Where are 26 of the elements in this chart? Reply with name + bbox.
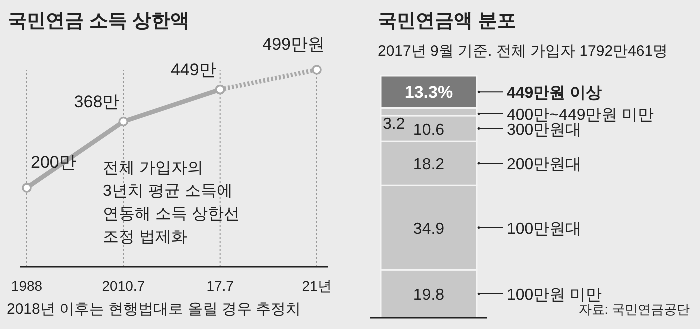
chart-title: 국민연금 소득 상한액 xyxy=(8,11,190,32)
data-label: 200만 xyxy=(31,153,76,172)
series-label: 200만원대 xyxy=(507,156,582,174)
text: 자료: 국민연금공단 xyxy=(578,302,690,317)
data-label: 449만 xyxy=(170,60,216,80)
x-tick-label: 21년 xyxy=(302,278,332,294)
data-label: 13.3% xyxy=(404,83,454,102)
data-label: 499만원 xyxy=(262,35,325,54)
series-label: 400만~449만원 미만 xyxy=(507,107,654,124)
data-label: 3.2 xyxy=(383,116,406,133)
text: 2017년 9월 기준. 전체 가입자 1792만461명 xyxy=(378,43,668,60)
x-tick-label: 1988 xyxy=(11,278,43,294)
data-label: 10.6 xyxy=(413,122,445,139)
data-label: 34.9 xyxy=(413,220,445,238)
series-label: 300만원대 xyxy=(507,122,582,139)
annotation: 전체 가입자의 3년치 평균 소득에 연동해 소득 상한선 조정 법제화 xyxy=(103,160,240,246)
data-label: 368만 xyxy=(74,92,120,112)
data-label: 19.8 xyxy=(413,287,445,304)
data-label: 18.2 xyxy=(413,156,445,174)
x-tick-label: 2010.7 xyxy=(102,278,146,294)
chart-title: 국민연금액 분포 xyxy=(378,11,516,32)
x-tick-label: 17.7 xyxy=(206,278,234,294)
series-label: 100만원 미만 xyxy=(507,287,602,304)
series-label: 100만원대 xyxy=(507,220,582,238)
series-label: 449만원 이상 xyxy=(507,85,602,102)
text: 2018년 이후는 현행법대로 올릴 경우 추정치 xyxy=(7,301,302,318)
